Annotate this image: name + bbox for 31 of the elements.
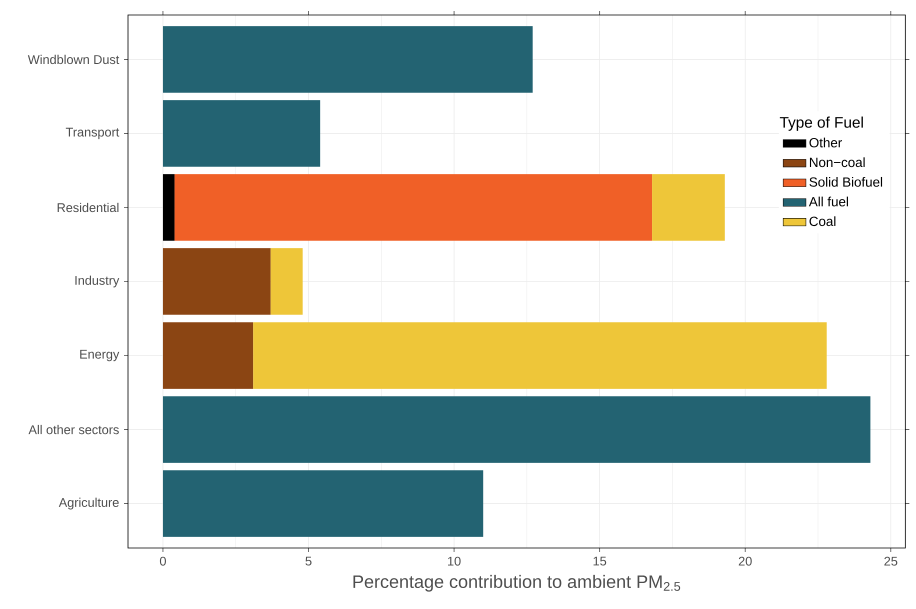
y-tick-label: Energy — [80, 350, 120, 362]
x-tick-label: 20 — [738, 556, 752, 566]
x-tick-label: 0 — [160, 556, 166, 566]
bar — [162, 100, 320, 167]
y-tick-label: All other sectors — [28, 424, 119, 434]
bar — [270, 248, 303, 315]
bar — [162, 470, 484, 537]
bar — [162, 248, 271, 315]
x-tick-label: 15 — [594, 556, 606, 566]
y-tick-label: Windblown Dust — [28, 54, 120, 64]
x-axis-title: Percentage contribution to ambient PM$_{2.5}$ — [353, 574, 680, 592]
legend-label: Other — [809, 138, 842, 148]
bar — [174, 174, 652, 241]
bar — [162, 396, 870, 463]
y-tick-label: Industry — [75, 276, 120, 288]
legend-label: Coal — [810, 216, 836, 226]
legend-label: Non−coal — [810, 157, 865, 168]
bar — [253, 322, 827, 389]
x-tick-label: 25 — [884, 556, 898, 566]
y-tick-label: Transport — [66, 128, 120, 140]
legend-label: All fuel — [808, 196, 848, 206]
legend-label: Solid Biofuel — [809, 176, 882, 187]
bar — [162, 174, 175, 241]
bar — [162, 322, 254, 389]
legend-title: Type of Fuel — [780, 116, 863, 131]
y-tick-label: Agriculture — [58, 498, 119, 510]
bar — [652, 174, 725, 241]
x-tick-label: 10 — [448, 556, 461, 566]
bar — [162, 26, 533, 93]
x-tick-label: 5 — [305, 556, 312, 566]
y-tick-label: Residential — [58, 202, 118, 212]
